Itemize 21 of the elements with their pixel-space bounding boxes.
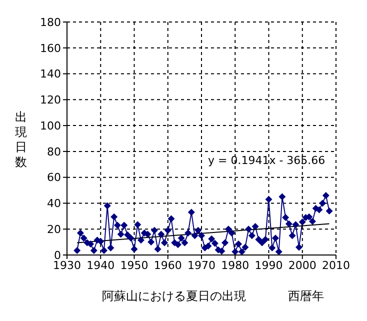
y-tick-label: 20: [47, 223, 61, 236]
x-tick-label: 2000: [288, 258, 316, 272]
text: 阿蘇山における夏日の出現: [102, 288, 246, 305]
y-tick-label: 120: [40, 94, 61, 107]
annotation: y = 0.1941x - 365.66: [208, 154, 326, 167]
x-axis-title: 西暦年: [288, 288, 324, 305]
x-tick-label: 1990: [254, 258, 283, 272]
x-tick-label: 1960: [154, 258, 182, 272]
y-tick-label: 60: [47, 171, 61, 184]
y-tick-label: 160: [40, 42, 61, 55]
x-tick-label: 2010: [322, 258, 350, 272]
y-tick-label: 180: [40, 16, 61, 29]
x-tick-label: 1940: [86, 258, 115, 272]
x-tick-label: 1970: [188, 258, 216, 272]
x-tick-label: 1980: [221, 258, 250, 272]
y-tick-label: 80: [47, 145, 61, 158]
x-tick-label: 1950: [120, 258, 148, 272]
y-axis-title: 出現日数: [14, 110, 28, 170]
y-tick-label: 100: [40, 119, 61, 132]
y-tick-label: 40: [47, 197, 61, 210]
y-tick-label: 140: [40, 68, 61, 81]
